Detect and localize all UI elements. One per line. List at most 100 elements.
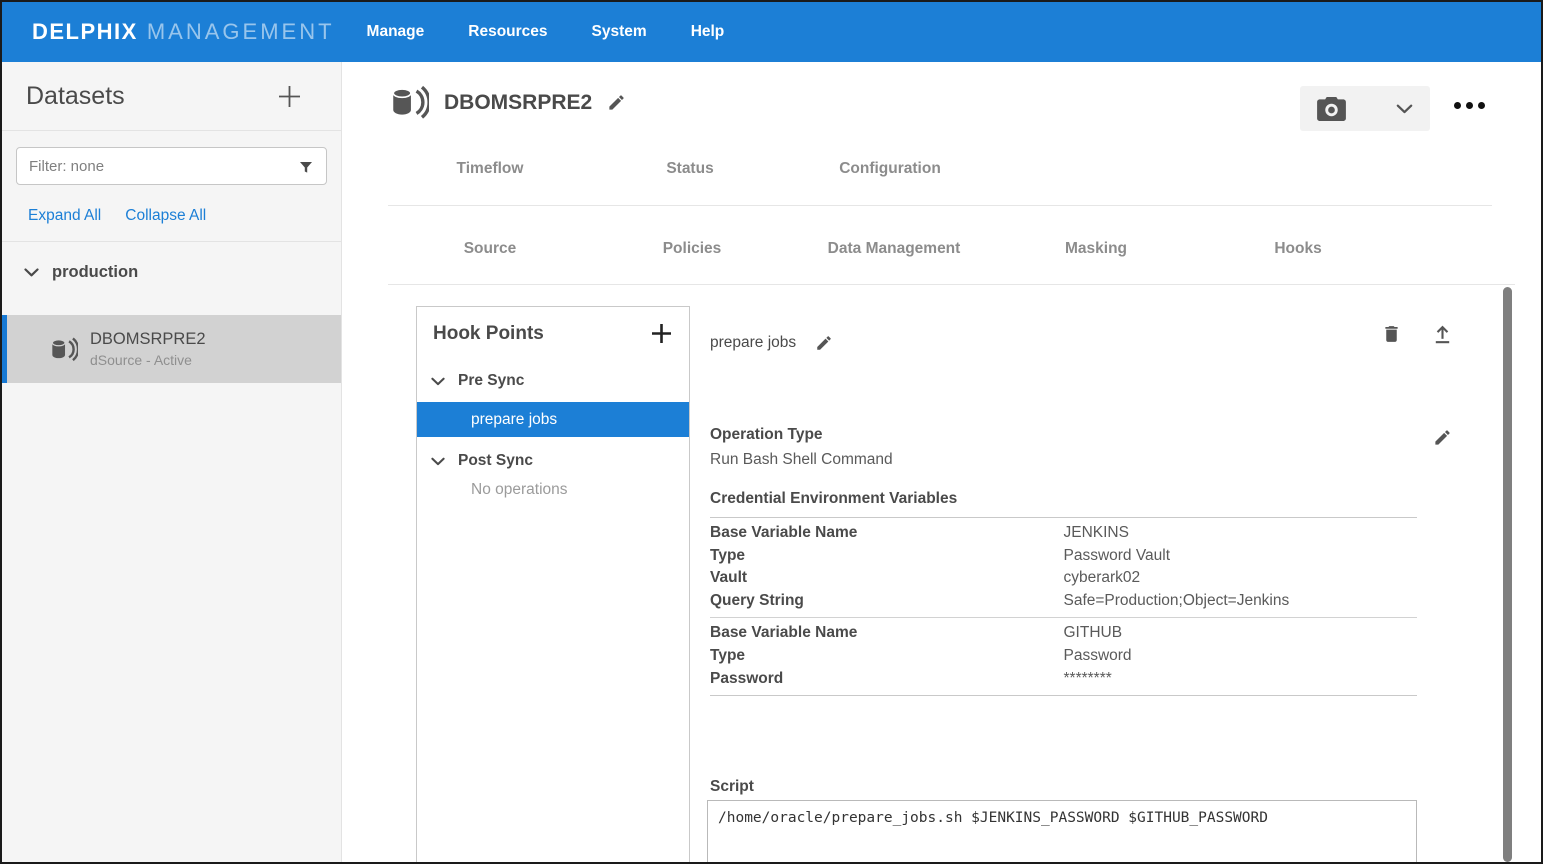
- ellipsis-icon: [1454, 102, 1461, 109]
- operation-type-section: Operation Type Run Bash Shell Command: [710, 426, 893, 469]
- top-navigation-bar: DELPHIX MANAGEMENT Manage Resources Syst…: [2, 2, 1541, 62]
- credential-value: cyberark02: [1063, 569, 1141, 587]
- script-textarea[interactable]: /home/oracle/prepare_jobs.sh $JENKINS_PA…: [707, 800, 1417, 862]
- page-title: DBOMSRPRE2: [444, 90, 593, 114]
- tree-links-row: Expand All Collapse All: [2, 197, 341, 241]
- credentials-title: Credential Environment Variables: [710, 490, 958, 507]
- operation-type-label: Operation Type: [710, 426, 823, 443]
- sidebar-divider: [2, 130, 341, 131]
- credential-value: Password Vault: [1063, 546, 1171, 564]
- camera-icon: [1317, 96, 1346, 121]
- primary-tabs: Timeflow Status Configuration: [390, 160, 990, 178]
- dataset-item-dbomsrpre2[interactable]: DBOMSRPRE2 dSource - Active: [2, 315, 341, 383]
- edit-title-icon[interactable]: [607, 93, 626, 112]
- tab-timeflow[interactable]: Timeflow: [456, 160, 524, 177]
- credential-label: Type: [710, 546, 746, 564]
- credential-label: Type: [710, 646, 746, 664]
- table-row: Vault cyberark02: [710, 567, 1417, 590]
- ellipsis-icon: [1466, 102, 1473, 109]
- ellipsis-icon: [1478, 102, 1485, 109]
- brand-secondary: MANAGEMENT: [146, 19, 335, 44]
- menu-resources[interactable]: Resources: [468, 23, 548, 40]
- dataset-item-text: DBOMSRPRE2 dSource - Active: [90, 330, 206, 368]
- chevron-down-icon[interactable]: [24, 268, 39, 277]
- subtab-hooks[interactable]: Hooks: [1274, 240, 1322, 257]
- hook-item-prepare-jobs[interactable]: prepare jobs: [417, 402, 689, 437]
- tabs-divider: [388, 205, 1492, 206]
- delete-hook-icon[interactable]: [1381, 323, 1402, 345]
- credential-label: Password: [710, 669, 784, 687]
- delphix-logo: DELPHIX MANAGEMENT: [32, 19, 335, 45]
- chevron-down-icon[interactable]: [431, 377, 445, 386]
- credential-value: Safe=Production;Object=Jenkins: [1063, 591, 1290, 609]
- dsource-icon: [390, 85, 429, 120]
- table-row: Base Variable Name GITHUB: [710, 622, 1417, 645]
- credential-value: Password: [1063, 646, 1132, 664]
- menu-system[interactable]: System: [591, 23, 647, 40]
- credential-label: Vault: [710, 569, 748, 587]
- post-sync-group[interactable]: Post Sync: [417, 437, 689, 470]
- sidebar-divider: [2, 241, 341, 242]
- operation-type-value: Run Bash Shell Command: [710, 451, 893, 468]
- table-row: Password ********: [710, 668, 1417, 691]
- table-row: Base Variable Name JENKINS: [710, 522, 1417, 545]
- menu-manage[interactable]: Manage: [366, 23, 425, 40]
- hook-points-header: Hook Points: [417, 307, 689, 357]
- group-label: production: [52, 263, 139, 281]
- vertical-scrollbar[interactable]: [1503, 287, 1512, 862]
- hook-points-title: Hook Points: [433, 322, 544, 344]
- menu-help[interactable]: Help: [690, 23, 725, 40]
- hook-points-panel: Hook Points Pre Sync prepare jobs Post S…: [416, 306, 690, 862]
- tab-configuration[interactable]: Configuration: [839, 160, 941, 177]
- sidebar-header: Datasets: [2, 62, 341, 130]
- chevron-down-icon[interactable]: [1396, 104, 1413, 114]
- configuration-subtabs: Source Policies Data Management Masking …: [389, 240, 1399, 258]
- filter-input[interactable]: [17, 148, 326, 184]
- brand-primary: DELPHIX: [32, 19, 138, 44]
- tab-status[interactable]: Status: [666, 160, 714, 177]
- main-content: DBOMSRPRE2 Timeflow Status Configuration: [343, 62, 1541, 862]
- upload-hook-icon[interactable]: [1431, 323, 1454, 346]
- edit-operation-icon[interactable]: [1433, 428, 1452, 447]
- collapse-all-link[interactable]: Collapse All: [125, 207, 207, 224]
- dataset-name: DBOMSRPRE2: [90, 330, 206, 348]
- sidebar-title: Datasets: [26, 81, 125, 110]
- chevron-down-icon[interactable]: [431, 457, 445, 466]
- credential-label: Base Variable Name: [710, 624, 858, 642]
- dataset-status: dSource - Active: [90, 352, 192, 368]
- filter-control: [16, 147, 327, 185]
- group-production[interactable]: production: [2, 242, 341, 300]
- credential-group-github: Base Variable Name GITHUB Type Password …: [710, 617, 1417, 695]
- pre-sync-label: Pre Sync: [458, 372, 525, 389]
- hook-name: prepare jobs: [710, 334, 797, 351]
- add-hook-button[interactable]: [650, 322, 673, 345]
- filter-icon[interactable]: [298, 159, 314, 175]
- top-menu: Manage Resources System Help: [367, 23, 725, 41]
- expand-all-link[interactable]: Expand All: [28, 207, 102, 224]
- script-label: Script: [710, 778, 754, 795]
- credential-value: JENKINS: [1063, 524, 1129, 541]
- edit-hook-name-icon[interactable]: [815, 334, 833, 352]
- page-title-row: DBOMSRPRE2: [390, 85, 626, 120]
- post-sync-empty-text: No operations: [471, 481, 568, 498]
- credentials-table: Base Variable Name JENKINS Type Password…: [710, 517, 1417, 697]
- credential-value: GITHUB: [1063, 624, 1123, 642]
- datasets-sidebar: Datasets Expand All Collapse All product…: [2, 62, 342, 862]
- pre-sync-group[interactable]: Pre Sync: [417, 357, 689, 390]
- subtab-policies[interactable]: Policies: [662, 240, 722, 257]
- more-actions-button[interactable]: [1454, 102, 1485, 109]
- credential-label: Base Variable Name: [710, 524, 858, 541]
- subtab-masking[interactable]: Masking: [1064, 240, 1127, 257]
- subtabs-divider: [388, 284, 1515, 285]
- table-row: Query String Safe=Production;Object=Jenk…: [710, 590, 1417, 613]
- snapshot-button[interactable]: [1300, 86, 1430, 131]
- hook-name-row: prepare jobs: [710, 334, 833, 352]
- table-row: Type Password Vault: [710, 545, 1417, 568]
- credential-label: Query String: [710, 591, 804, 609]
- subtab-data-management[interactable]: Data Management: [827, 240, 961, 257]
- add-dataset-button[interactable]: [276, 83, 303, 110]
- credential-group-jenkins: Base Variable Name JENKINS Type Password…: [710, 518, 1417, 617]
- subtab-source[interactable]: Source: [463, 240, 517, 257]
- post-sync-label: Post Sync: [458, 452, 533, 469]
